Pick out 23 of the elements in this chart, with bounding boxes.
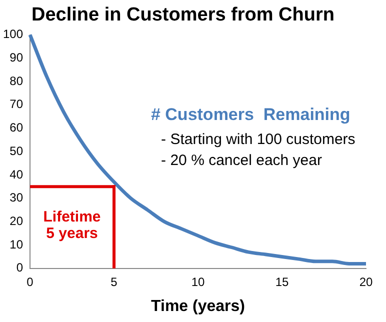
x-tick-label: 10 [191,274,206,289]
x-tick-label: 20 [359,274,373,289]
annotation: - 20 % cancel each year [161,152,322,169]
y-tick-label: 70 [10,97,24,112]
y-tick-label: 20 [10,214,24,228]
y-tick-label: 0 [16,260,24,275]
line-series [28,33,368,266]
y-tick-label: 50 [10,144,24,158]
x-tick-label: 0 [26,274,34,289]
y-tick-label: 40 [10,167,24,182]
x-tick-label: 5 [110,274,118,289]
y-tick-label: 60 [10,120,24,135]
text: # Customers Remaining [150,104,350,124]
y-tick-label: 30 [10,190,24,205]
y-tick-label: 90 [10,50,24,64]
x-axis-title: Time (years) [151,298,246,315]
y-tick-label: 10 [10,237,24,252]
y-tick-label: 100 [2,27,24,42]
chart-title: Decline in Customers from Churn [32,4,334,26]
y-tick-label: 80 [10,74,24,88]
annotation: Lifetime 5 years [43,208,101,242]
x-tick-label: 15 [275,274,289,289]
annotation: - Starting with 100 customers [161,130,356,148]
